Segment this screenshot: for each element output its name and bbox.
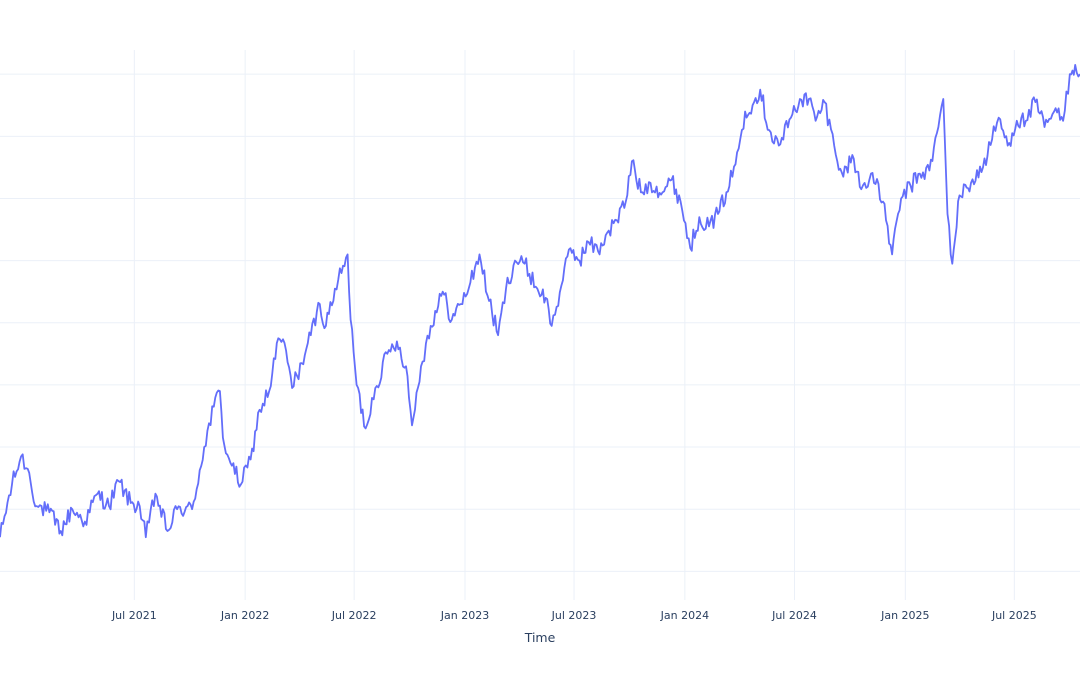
- x-tick-labels: Jul 2021 Jan 2022 Jul 2022 Jan 2023 Jul 2023…: [111, 609, 1037, 622]
- x-tick-label: Jul 2025: [991, 609, 1037, 622]
- x-tick-label: Jan 2022: [220, 609, 269, 622]
- x-axis-title: Time: [524, 630, 556, 645]
- series-line: [0, 64, 1080, 539]
- x-tick-label: Jul 2024: [771, 609, 817, 622]
- x-tick-label: Jul 2021: [111, 609, 157, 622]
- x-tick-label: Jan 2023: [440, 609, 489, 622]
- x-tick-label: Jan 2025: [880, 609, 929, 622]
- x-gridlines: [133, 50, 1015, 600]
- x-tick-label: Jan 2024: [660, 609, 709, 622]
- x-tick-label: Jul 2022: [331, 609, 377, 622]
- x-tick-label: Jul 2023: [551, 609, 597, 622]
- series-layer: [0, 64, 1080, 539]
